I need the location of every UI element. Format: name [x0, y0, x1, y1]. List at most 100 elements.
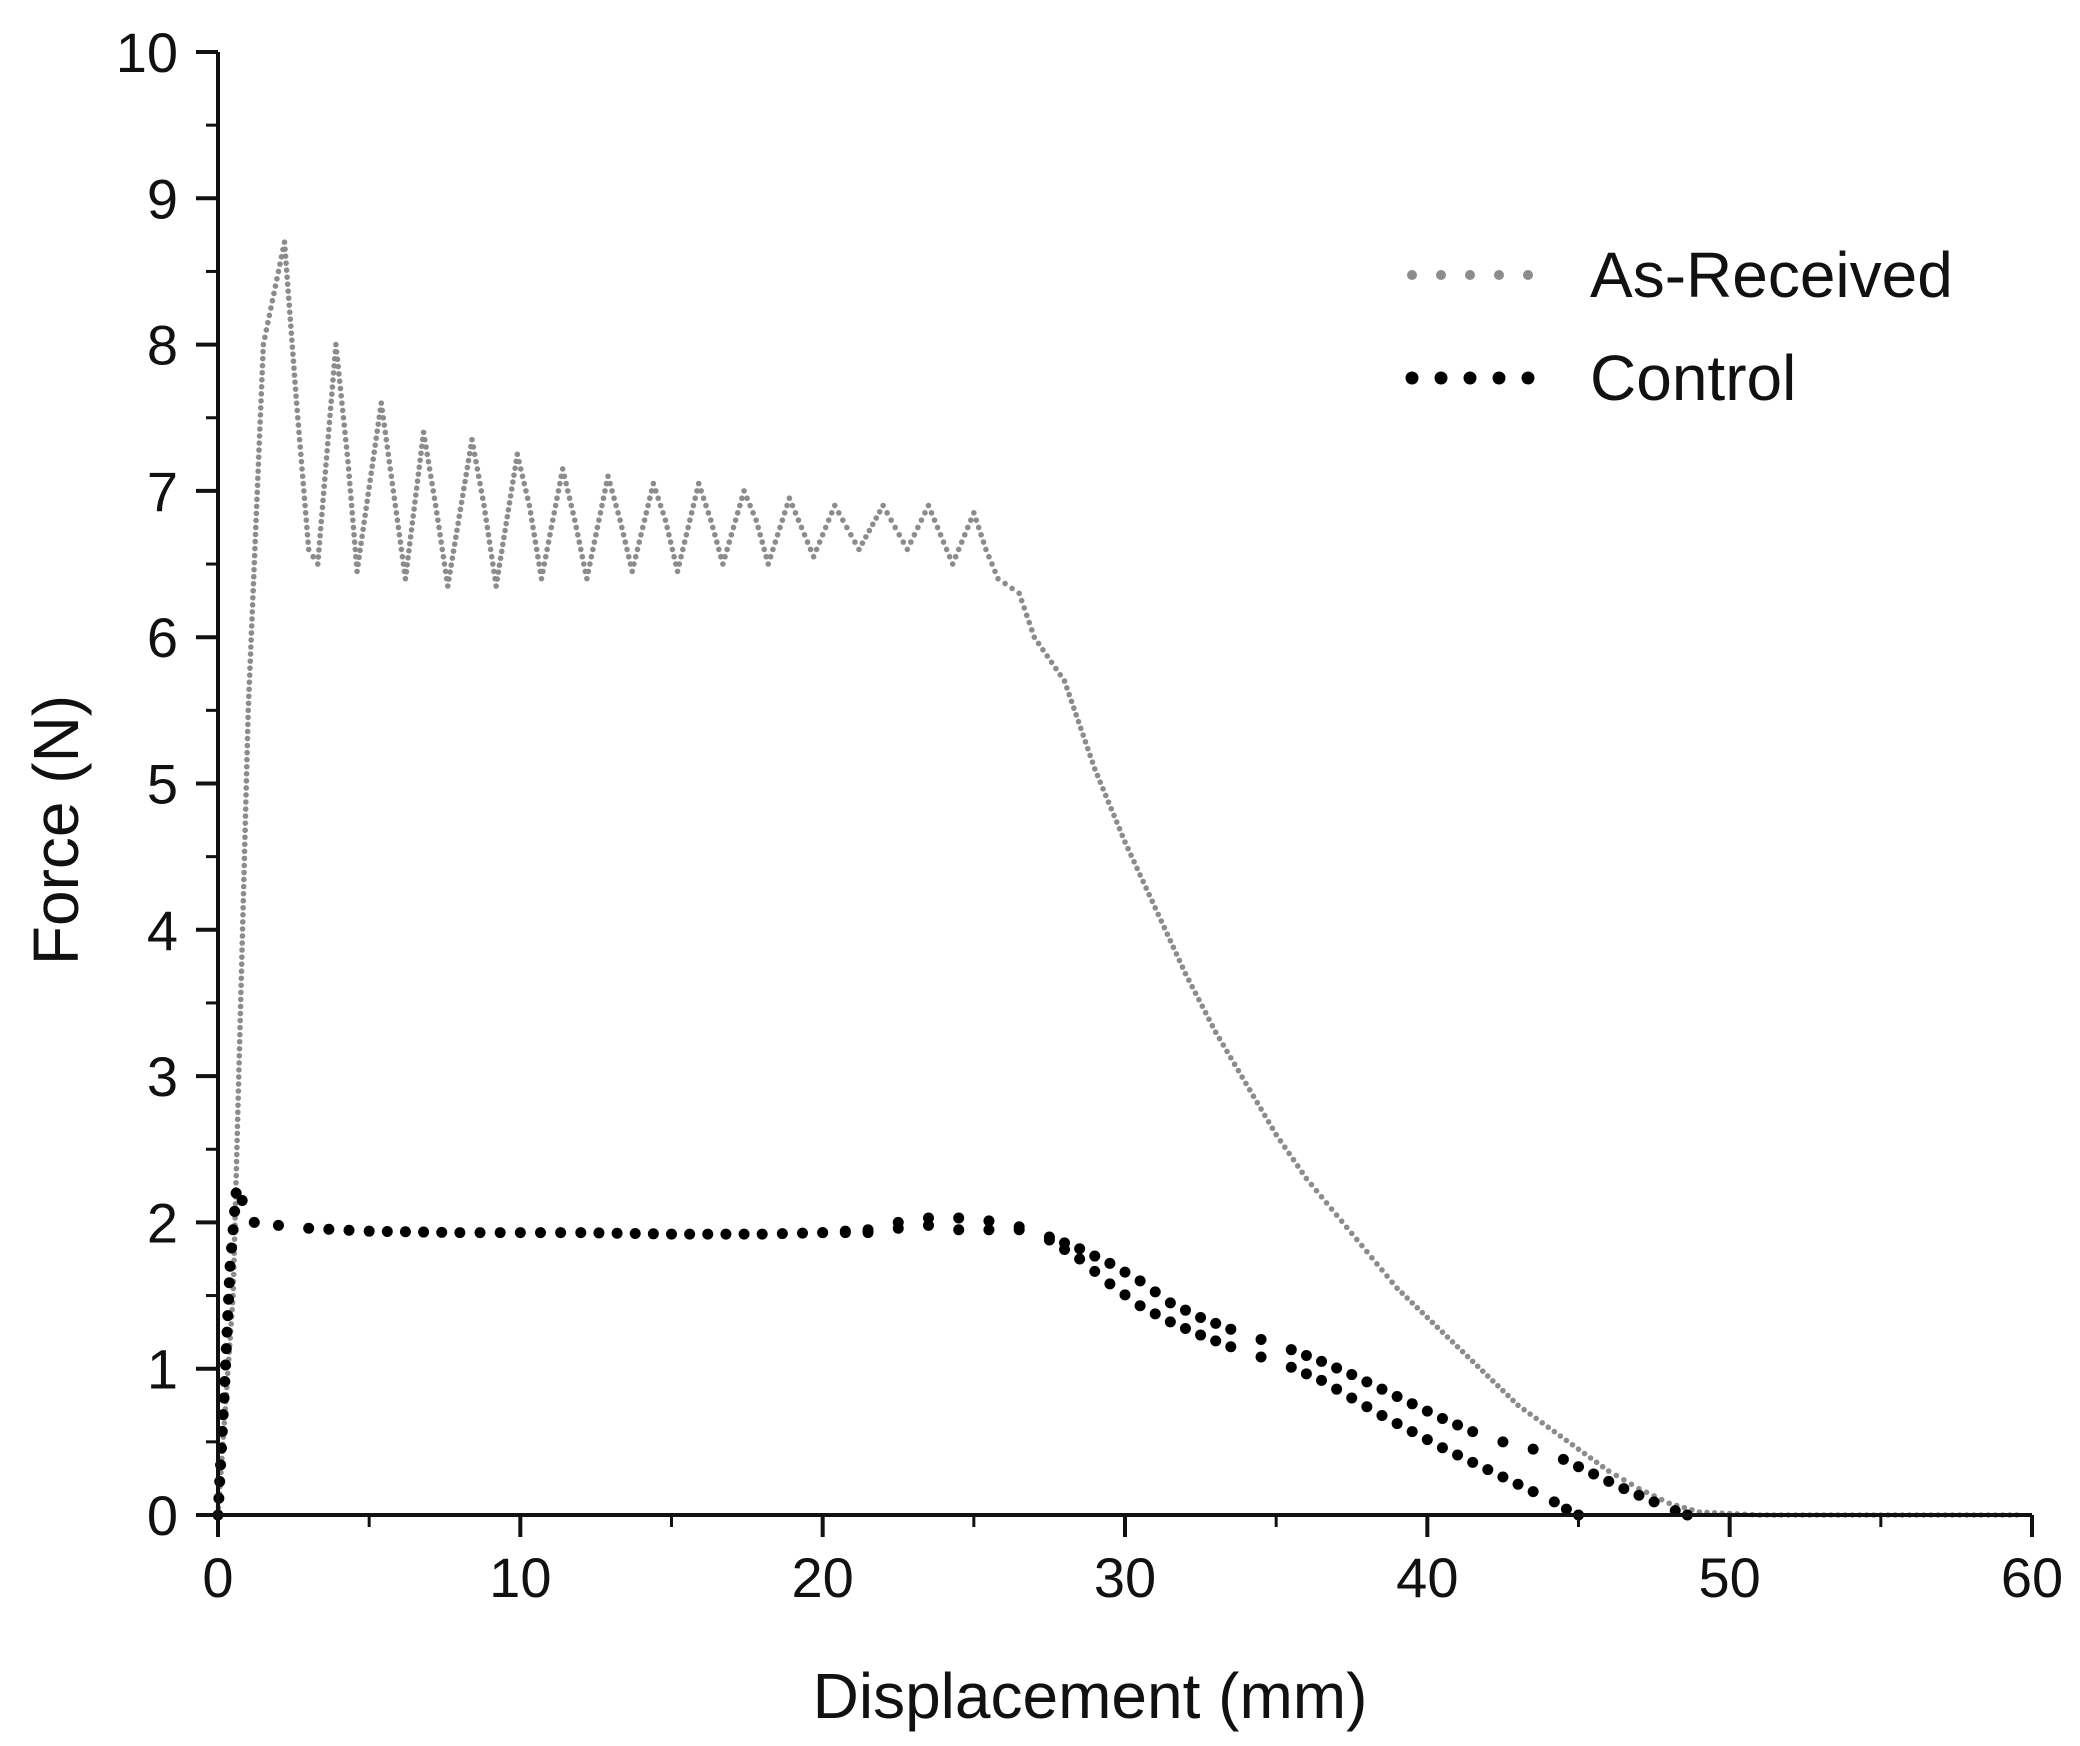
series-dot	[246, 693, 252, 700]
series-dot	[457, 506, 464, 513]
series-dot	[326, 426, 332, 433]
series-dot	[593, 1227, 605, 1239]
series-dot	[755, 524, 761, 531]
series-dot	[436, 1226, 448, 1238]
y-tick-label: 5	[147, 753, 178, 816]
series-dot	[1119, 1289, 1131, 1301]
data-point	[1031, 634, 1038, 640]
series-dot	[238, 989, 244, 996]
series-dot	[425, 458, 432, 465]
series-dot	[339, 407, 346, 414]
series-dot	[428, 473, 434, 480]
series-dot	[908, 539, 914, 545]
series-dot	[1179, 964, 1186, 970]
series-dot	[268, 305, 274, 311]
series-dot	[254, 482, 261, 489]
series-dot	[720, 1228, 732, 1240]
series-dot	[231, 1236, 238, 1242]
series-dot	[1149, 1286, 1161, 1298]
series-dot	[1353, 1236, 1360, 1243]
series-dot	[690, 502, 697, 509]
series-dot	[1300, 1350, 1312, 1362]
series-dot	[1089, 1265, 1101, 1277]
series-dot	[282, 246, 288, 252]
series-dot	[767, 553, 774, 560]
series-dot	[237, 1024, 243, 1031]
series-dot	[229, 1205, 241, 1217]
series-dot	[1300, 1368, 1312, 1380]
series-dot	[241, 862, 248, 869]
series-dot	[896, 531, 903, 538]
series-dot	[259, 369, 265, 376]
series-dot	[477, 480, 483, 487]
series-dot	[573, 524, 580, 531]
series-dot	[1414, 1304, 1421, 1311]
series-dot	[504, 513, 511, 520]
series-dot	[1196, 996, 1202, 1003]
series-dot	[336, 378, 343, 384]
series-dot	[242, 813, 249, 819]
series-dot	[433, 510, 440, 516]
legend-label-as-received: As-Received	[1590, 239, 1953, 311]
series-dot	[304, 531, 311, 538]
data-point	[363, 1225, 375, 1237]
series-dot	[1621, 1477, 1627, 1483]
series-dot	[284, 274, 290, 280]
data-point	[708, 517, 714, 523]
series-dot	[702, 1228, 714, 1240]
series-dot	[284, 281, 291, 287]
series-dot	[233, 1151, 240, 1158]
series-dot	[295, 414, 301, 421]
series-dot	[407, 534, 414, 540]
series-dot	[1449, 1339, 1456, 1345]
series-dot	[240, 897, 247, 904]
series-dot	[240, 890, 247, 897]
series-dot	[252, 538, 259, 545]
plot-series	[212, 239, 2020, 1521]
series-dot	[716, 546, 722, 553]
series-dot	[219, 1376, 231, 1388]
data-point	[493, 583, 499, 589]
series-dot	[511, 472, 517, 478]
data-point	[575, 1227, 587, 1239]
series-dot	[597, 510, 604, 516]
series-dot	[230, 1271, 237, 1278]
series-dot	[350, 517, 356, 523]
data-point	[1376, 1383, 1388, 1395]
series-dot	[1164, 931, 1171, 937]
series-dot	[329, 391, 335, 397]
series-dot	[412, 499, 418, 505]
data-point	[1548, 1496, 1560, 1508]
series-dot	[1533, 1415, 1539, 1422]
series-dot	[1361, 1376, 1373, 1388]
series-dot	[254, 496, 260, 503]
series-dot	[233, 1165, 240, 1172]
series-dot	[249, 602, 256, 608]
series-dot	[351, 531, 357, 538]
data-point	[983, 546, 989, 553]
data-point	[810, 553, 817, 560]
series-dot	[574, 531, 581, 538]
series-dot	[235, 1109, 241, 1116]
series-dot	[1189, 983, 1195, 990]
series-dot	[625, 553, 632, 560]
series-dot	[391, 495, 398, 502]
series-dot	[1040, 646, 1046, 653]
data-point	[333, 341, 339, 348]
series-dot	[386, 458, 393, 465]
series-dot	[532, 539, 539, 545]
series-dot	[454, 527, 460, 534]
series-dot	[370, 456, 376, 463]
series-dot	[1149, 1308, 1161, 1320]
series-dot	[534, 1227, 546, 1239]
series-dot	[552, 502, 559, 509]
series-dot	[1170, 944, 1177, 951]
series-dot	[233, 1172, 240, 1179]
series-dot	[241, 855, 248, 862]
series-dot	[255, 454, 262, 460]
series-dot	[1246, 1087, 1253, 1093]
series-dot	[330, 370, 337, 376]
series-dot	[329, 384, 336, 390]
series-dot	[295, 422, 302, 428]
x-tick-label: 30	[1094, 1546, 1156, 1609]
